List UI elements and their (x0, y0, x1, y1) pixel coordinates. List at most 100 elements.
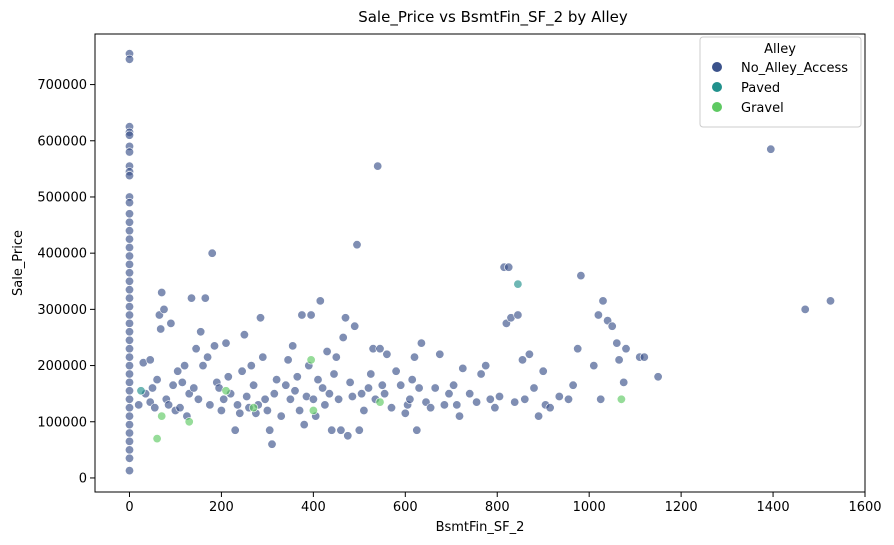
data-point (157, 287, 167, 297)
data-point (345, 377, 355, 387)
data-point (249, 380, 259, 390)
data-point (322, 346, 332, 356)
data-point (177, 377, 187, 387)
y-tick-label: 600000 (37, 134, 87, 149)
data-point (295, 405, 305, 415)
data-point (598, 296, 608, 306)
data-point (621, 344, 631, 354)
data-point (187, 293, 197, 303)
data-point (435, 349, 445, 359)
data-point (366, 369, 376, 379)
data-point (331, 352, 341, 362)
data-point (125, 209, 135, 219)
y-tick-label: 300000 (37, 303, 87, 318)
data-point (205, 400, 215, 410)
data-point (125, 445, 135, 455)
legend-marker (712, 102, 722, 112)
data-point (221, 338, 231, 348)
data-point (125, 327, 135, 337)
data-point (614, 355, 624, 365)
data-point (125, 234, 135, 244)
data-point (449, 380, 459, 390)
data-point (249, 403, 259, 413)
data-point (125, 302, 135, 312)
legend-label: Gravel (741, 101, 784, 116)
data-point (458, 363, 468, 373)
data-point (272, 375, 282, 385)
data-point (125, 394, 135, 404)
data-point (198, 361, 208, 371)
data-point (189, 383, 199, 393)
data-point (465, 389, 475, 399)
points-layer (125, 49, 835, 476)
data-point (494, 391, 504, 401)
legend: Alley No_Alley_Access Paved Gravel (699, 36, 862, 128)
data-point (347, 391, 357, 401)
data-point (288, 341, 298, 351)
data-point (125, 293, 135, 303)
data-point (258, 352, 268, 362)
data-point (327, 425, 337, 435)
data-point (285, 394, 295, 404)
data-point (125, 436, 135, 446)
data-point (207, 248, 217, 258)
x-tick-label: 1200 (665, 500, 698, 515)
data-point (125, 377, 135, 387)
data-point (125, 54, 135, 64)
data-point (554, 391, 564, 401)
data-point (292, 372, 302, 382)
data-point (472, 397, 482, 407)
data-point (481, 361, 491, 371)
data-point (125, 361, 135, 371)
data-point (504, 262, 514, 272)
data-point (156, 324, 166, 334)
data-point (396, 380, 406, 390)
data-point (350, 321, 360, 331)
data-point (196, 327, 206, 337)
legend-title: Alley (764, 42, 796, 57)
x-tick-label: 400 (301, 500, 326, 515)
data-point (125, 453, 135, 463)
data-point (265, 425, 275, 435)
data-point (184, 417, 194, 427)
data-point (221, 386, 231, 396)
data-point (125, 466, 135, 476)
data-point (320, 400, 330, 410)
data-point (125, 198, 135, 208)
data-point (180, 361, 190, 371)
data-point (203, 352, 213, 362)
data-point (545, 403, 555, 413)
data-point (216, 405, 226, 415)
data-point (281, 380, 291, 390)
data-point (524, 349, 534, 359)
plot-area-frame (94, 33, 866, 493)
y-tick-label: 0 (79, 471, 87, 486)
x-tick-label: 1600 (848, 500, 881, 515)
data-point (416, 338, 426, 348)
data-point (125, 403, 135, 413)
data-point (125, 171, 135, 181)
data-point (766, 144, 776, 154)
data-point (534, 411, 544, 421)
data-point (593, 310, 603, 320)
data-point (262, 405, 272, 415)
data-point (239, 330, 249, 340)
data-point (306, 355, 316, 365)
data-point (391, 366, 401, 376)
data-point (136, 386, 146, 396)
data-point (125, 147, 135, 157)
data-point (125, 318, 135, 328)
data-point (308, 405, 318, 415)
data-point (283, 355, 293, 365)
data-point (125, 352, 135, 362)
data-point (619, 377, 629, 387)
legend-items: No_Alley_Access Paved Gravel (712, 61, 848, 116)
data-point (573, 344, 583, 354)
data-point (315, 296, 325, 306)
legend-label: No_Alley_Access (741, 61, 848, 76)
data-point (125, 259, 135, 269)
data-point (568, 380, 578, 390)
x-tick-label: 200 (209, 500, 234, 515)
data-point (612, 338, 622, 348)
data-point (313, 375, 323, 385)
